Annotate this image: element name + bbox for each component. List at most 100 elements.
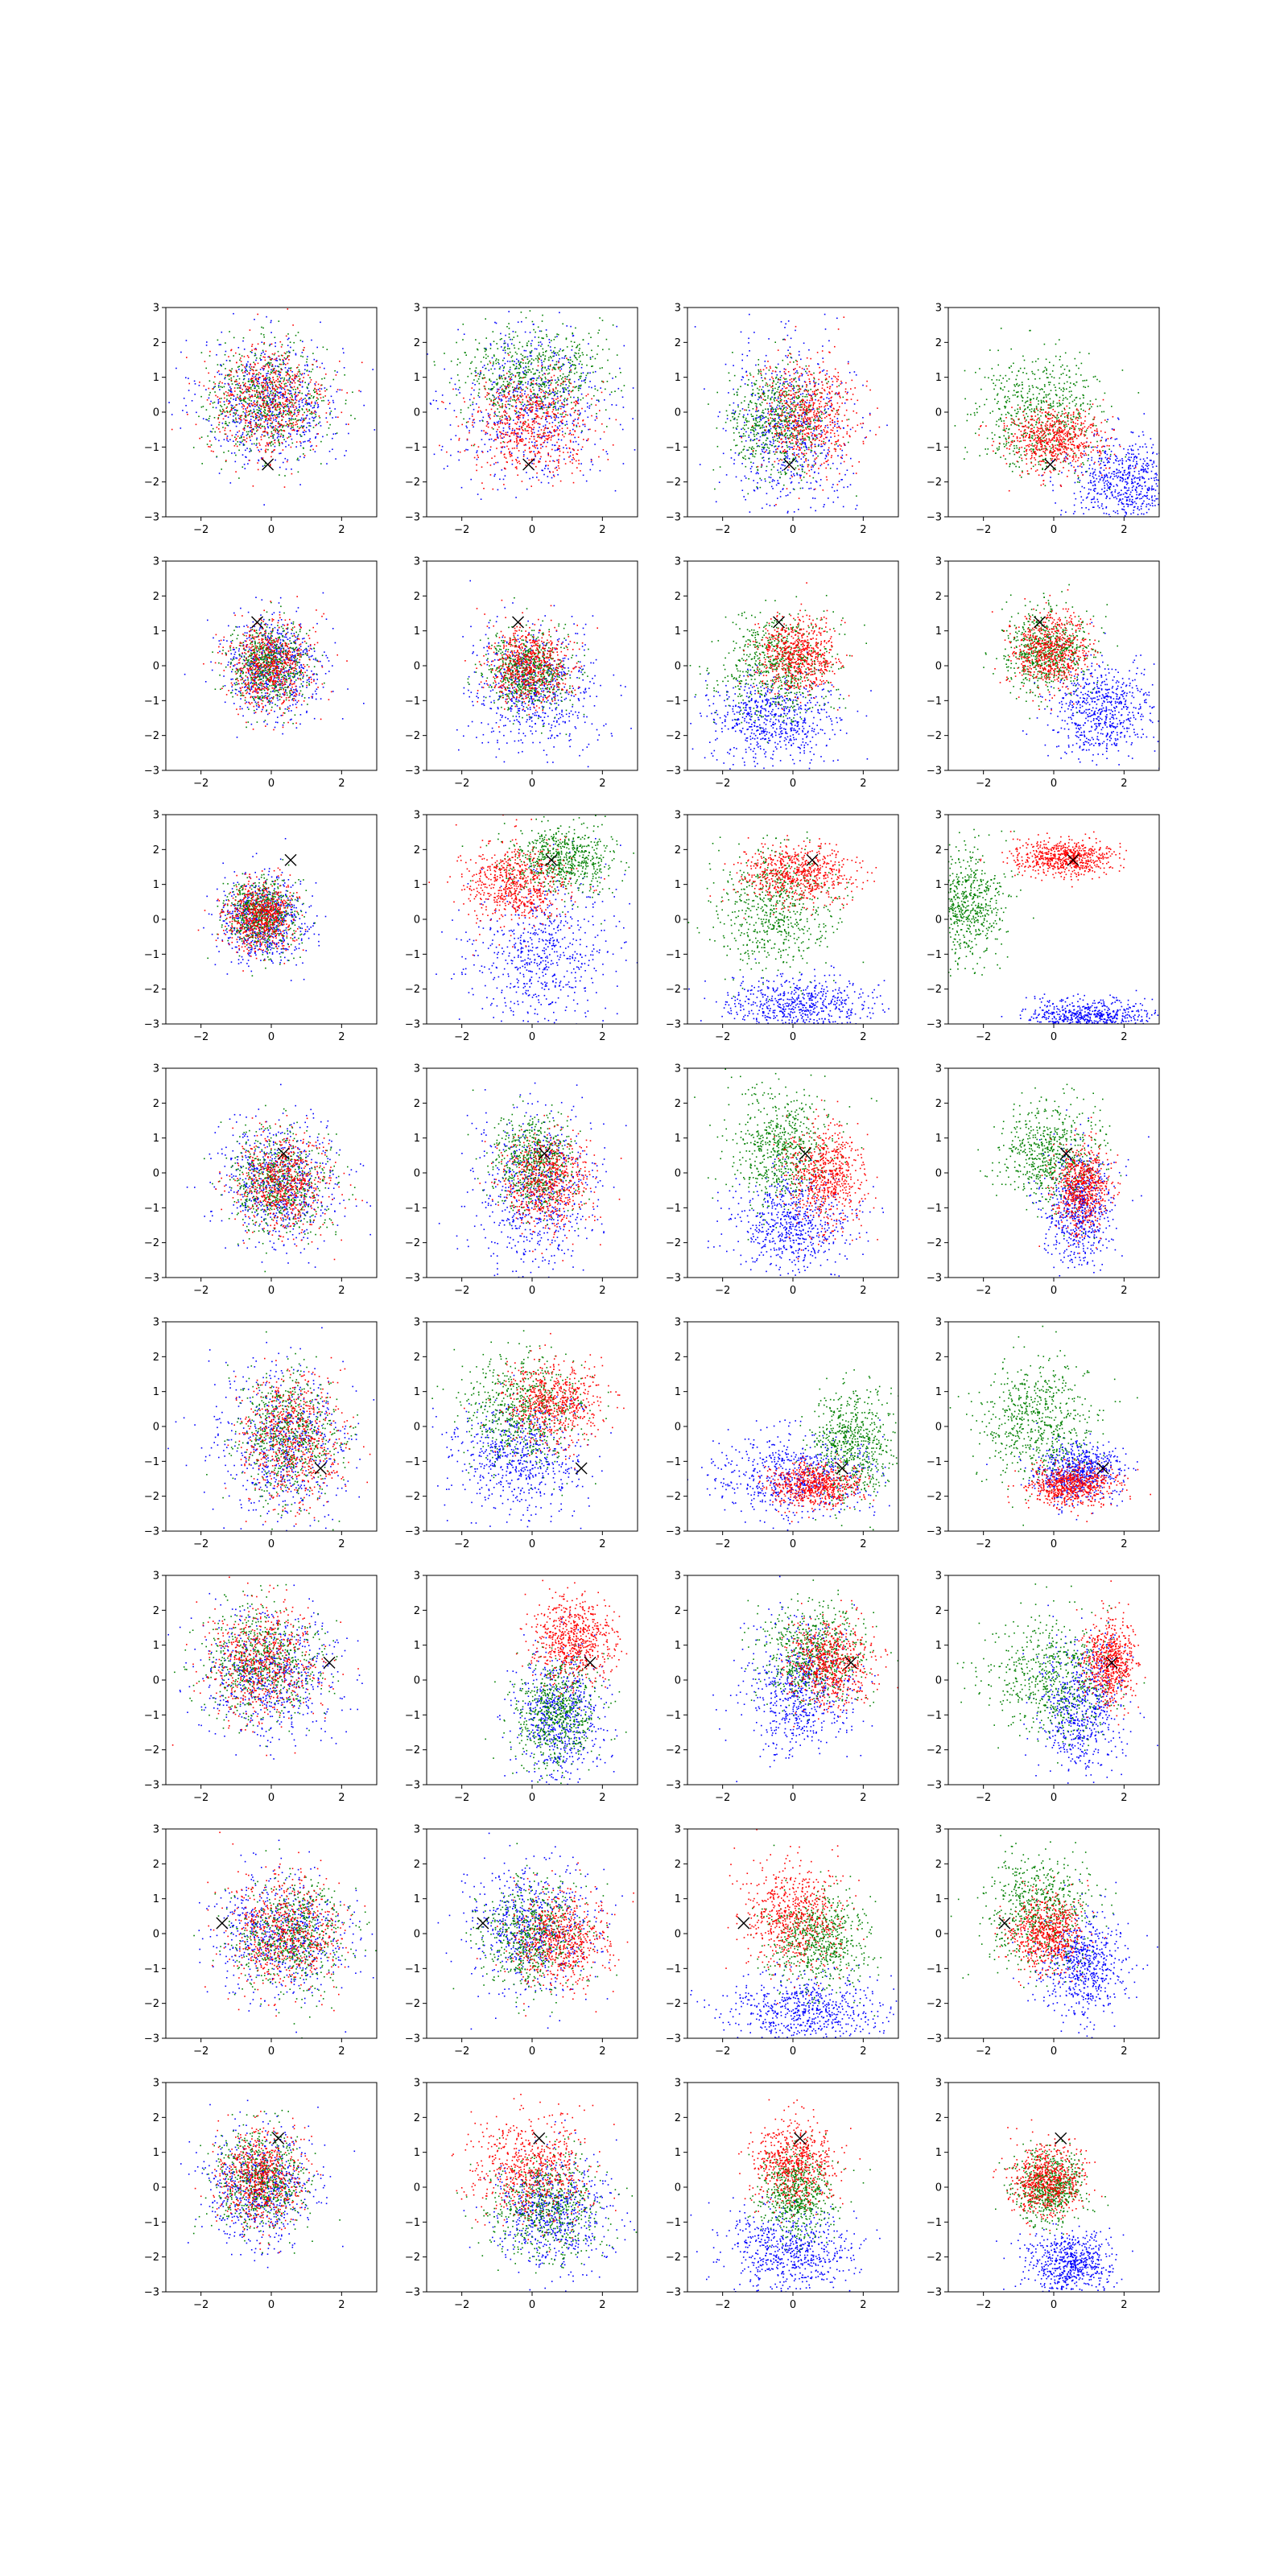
- point-red: [572, 386, 574, 388]
- point-blue: [572, 429, 574, 431]
- point-red: [463, 398, 464, 399]
- point-red: [254, 426, 256, 427]
- point-green: [617, 354, 618, 356]
- point-green: [212, 431, 213, 433]
- point-green: [244, 378, 246, 380]
- point-blue: [271, 390, 273, 392]
- point-green: [259, 424, 261, 426]
- point-blue: [745, 383, 746, 385]
- point-red: [513, 382, 514, 383]
- point-red: [341, 390, 343, 391]
- point-red: [528, 409, 530, 411]
- point-green: [269, 364, 270, 365]
- point-red: [196, 424, 197, 426]
- point-blue: [497, 462, 499, 464]
- point-red: [249, 372, 250, 374]
- point-red: [494, 398, 496, 400]
- point-blue: [574, 382, 576, 383]
- point-red: [258, 363, 259, 365]
- point-red: [549, 437, 551, 439]
- point-blue: [718, 416, 720, 418]
- point-green: [756, 486, 758, 488]
- point-blue: [583, 372, 584, 374]
- point-red: [291, 425, 292, 427]
- point-green: [772, 388, 774, 390]
- point-red: [208, 446, 209, 448]
- point-blue: [262, 352, 264, 353]
- point-red: [297, 388, 299, 390]
- point-green: [539, 354, 540, 356]
- point-green: [494, 414, 496, 415]
- point-blue: [605, 299, 606, 300]
- point-blue: [285, 441, 287, 443]
- point-green: [232, 383, 233, 385]
- point-red: [222, 411, 224, 413]
- point-red: [547, 452, 549, 454]
- point-blue: [745, 476, 746, 477]
- point-blue: [520, 386, 522, 388]
- point-red: [498, 427, 500, 428]
- point-red: [502, 446, 504, 448]
- point-green: [243, 399, 245, 401]
- point-blue: [465, 449, 467, 451]
- point-blue: [742, 354, 744, 356]
- point-green: [795, 456, 797, 458]
- point-green: [532, 397, 534, 398]
- point-green: [522, 381, 523, 382]
- point-red: [551, 427, 553, 428]
- point-red: [275, 380, 277, 382]
- point-blue: [584, 411, 586, 412]
- point-green: [752, 454, 753, 456]
- point-blue: [807, 460, 809, 461]
- point-blue: [542, 406, 543, 407]
- point-red: [522, 441, 523, 443]
- point-red: [266, 406, 268, 407]
- point-red: [258, 391, 259, 393]
- point-green: [289, 419, 291, 420]
- point-blue: [572, 423, 574, 424]
- point-blue: [168, 402, 170, 403]
- point-red: [257, 447, 258, 448]
- point-red: [281, 415, 283, 417]
- point-green: [602, 349, 604, 351]
- point-red: [220, 382, 221, 383]
- point-green: [238, 450, 240, 452]
- point-red: [285, 364, 287, 365]
- point-blue: [794, 425, 795, 427]
- point-green: [763, 442, 765, 444]
- point-blue: [799, 354, 800, 356]
- point-green: [597, 353, 598, 355]
- point-green: [799, 444, 801, 445]
- point-green: [814, 378, 815, 380]
- point-blue: [546, 415, 547, 417]
- point-red: [289, 420, 291, 422]
- point-blue: [591, 461, 592, 463]
- point-green: [493, 356, 495, 357]
- point-green: [469, 368, 471, 369]
- point-red: [311, 402, 312, 404]
- point-green: [548, 360, 550, 361]
- point-red: [244, 356, 246, 357]
- point-blue: [773, 443, 774, 444]
- point-red: [261, 439, 262, 440]
- point-green: [769, 450, 770, 452]
- point-blue: [554, 353, 555, 355]
- point-green: [537, 355, 539, 357]
- point-red: [274, 440, 275, 441]
- point-blue: [758, 399, 759, 401]
- point-blue: [507, 345, 509, 347]
- point-red: [257, 462, 258, 464]
- point-red: [554, 431, 555, 432]
- point-red: [281, 420, 283, 422]
- point-green: [580, 399, 582, 401]
- point-blue: [570, 326, 572, 328]
- point-red: [514, 396, 515, 398]
- point-green: [468, 407, 469, 409]
- point-green: [218, 424, 220, 426]
- point-blue: [275, 346, 276, 348]
- point-red: [552, 485, 554, 487]
- point-green: [270, 393, 272, 394]
- point-green: [240, 400, 242, 402]
- point-blue: [242, 454, 244, 456]
